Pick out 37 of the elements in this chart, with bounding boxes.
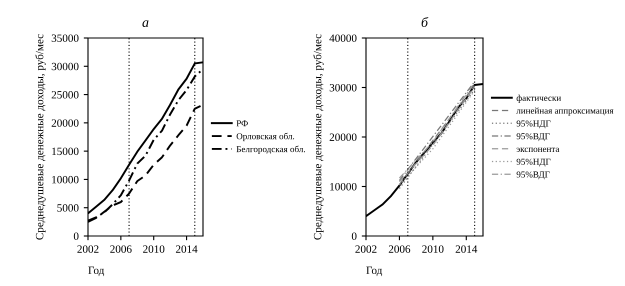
y-tick-label: 25000	[52, 91, 79, 99]
x-tick-label: 2006	[388, 245, 410, 253]
y-tick-label: 15000	[52, 148, 79, 156]
legend-label: Орловская обл.	[236, 132, 294, 142]
y-tick-label: 20000	[330, 133, 357, 141]
y-tick-label: 35000	[52, 34, 79, 42]
chart-title: б	[422, 16, 428, 28]
y-tick-label: 30000	[330, 84, 357, 92]
legend-label: РФ	[236, 120, 248, 126]
chart-title: а	[142, 20, 148, 28]
y-tick-label: 0	[352, 232, 357, 240]
y-tick-label: 0	[74, 232, 79, 240]
y-tick-label: 10000	[330, 182, 357, 190]
legend-label: 95%НДГ	[516, 158, 550, 167]
y-tick-label: 30000	[52, 62, 79, 70]
x-tick-label: 2002	[77, 245, 98, 253]
legend-label: 95%ВДГ	[516, 171, 550, 180]
legend-label: 95%НДГ	[516, 120, 550, 128]
y-tick-label: 40000	[329, 34, 357, 42]
x-tick-label: 2014	[456, 245, 478, 253]
y-axis-title: Среднедушевые денежные доходы, руб/мес	[313, 34, 324, 240]
x-axis-title: Год	[88, 266, 104, 276]
y-tick-label: 5000	[57, 204, 79, 212]
legend-label: фактически	[516, 94, 561, 103]
legend-label: 95%ВДГ	[516, 133, 550, 142]
legend-label: Белгородская обл.	[236, 146, 306, 154]
x-tick-label: 2002	[355, 245, 376, 253]
x-tick-label: 2010	[422, 245, 444, 253]
x-axis-title: Год	[366, 266, 382, 276]
y-tick-label: 20000	[52, 119, 79, 127]
x-tick-label: 2014	[176, 245, 198, 253]
x-tick-label: 2006	[110, 245, 132, 253]
y-tick-label: 10000	[52, 176, 79, 184]
x-tick-label: 2010	[143, 245, 164, 253]
legend-label: экспонента	[516, 148, 560, 152]
legend-label: линейная аппроксимация	[516, 108, 614, 116]
y-axis-title: Среднедушевые денежные доходы, руб/мес	[35, 34, 46, 240]
